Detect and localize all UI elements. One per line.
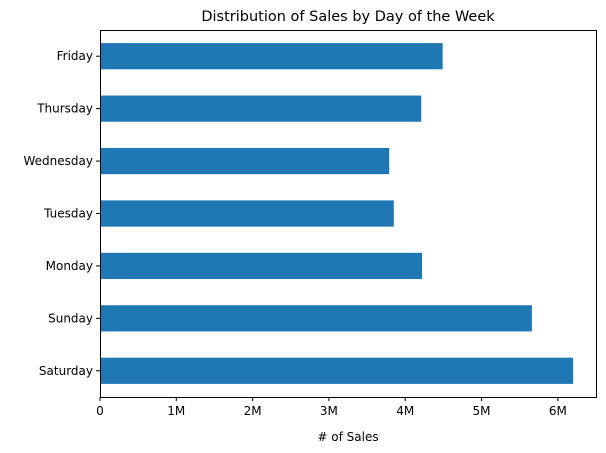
y-axis-ticks: Saturday Sunday Monday Tuesday Wednesday Thur… [24, 49, 100, 378]
y-tick-label: Tuesday [43, 207, 93, 221]
x-tick-label: 0 [96, 404, 104, 418]
bar-saturday [100, 357, 574, 384]
chart-title: Distribution of Sales by Day of the Week [201, 9, 495, 25]
bar-sunday [100, 305, 532, 332]
y-tick-label: Thursday [36, 102, 93, 116]
x-tick-label: 3M [320, 404, 338, 418]
y-tick-label: Sunday [48, 311, 93, 325]
bar-wednesday [100, 147, 390, 175]
x-tick-label: 1M [167, 404, 185, 418]
bar-tuesday [100, 200, 394, 227]
y-tick-label: Wednesday [24, 154, 93, 168]
x-tick-label: 4M [396, 404, 414, 418]
y-tick-label: Monday [46, 259, 93, 273]
bar-thursday [100, 95, 422, 122]
bar-friday [100, 43, 443, 70]
x-axis-label: # of Sales [317, 430, 378, 444]
bar-monday [100, 252, 423, 280]
plot-frame [100, 30, 597, 398]
x-tick-label: 5M [473, 404, 491, 418]
x-tick-label: 6M [549, 404, 567, 418]
y-tick-label: Saturday [39, 364, 93, 378]
x-axis-ticks: 0 1M 2M 3M 4M 5M 6M [96, 397, 567, 418]
bars-group [100, 43, 574, 384]
x-tick-label: 2M [244, 404, 262, 418]
y-tick-label: Friday [57, 49, 93, 63]
